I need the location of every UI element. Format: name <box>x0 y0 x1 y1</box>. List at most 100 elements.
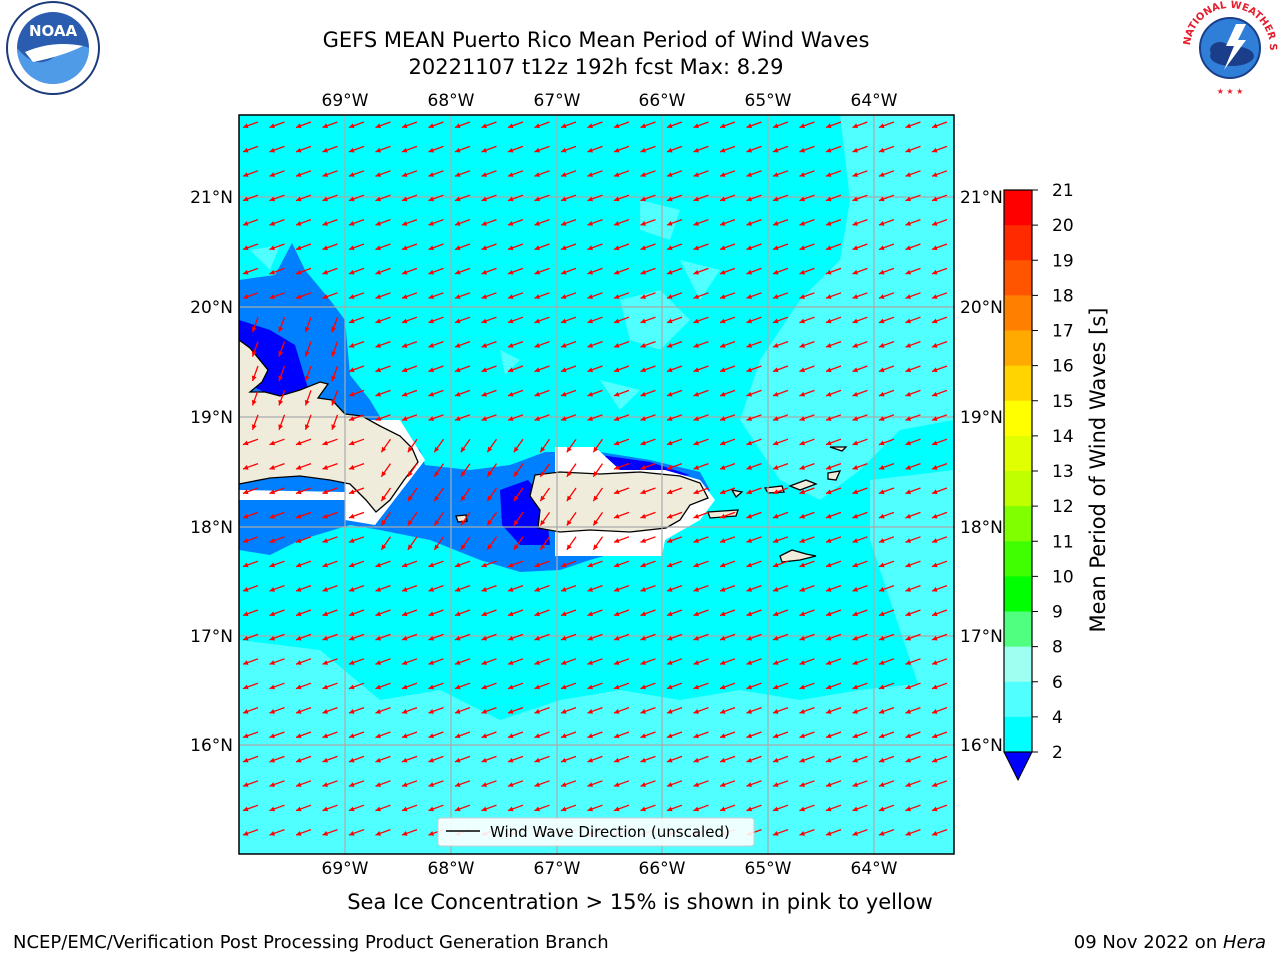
wave-vector-head <box>746 465 753 470</box>
wave-vector-head <box>746 196 753 202</box>
wave-vector-head <box>507 684 514 690</box>
wave-vector-head <box>278 399 284 406</box>
colorbar-tick-label: 8 <box>1052 638 1063 658</box>
wave-vector-head <box>640 757 647 763</box>
lat-label-left: 19°N <box>190 408 233 428</box>
wave-vector-head <box>454 635 461 641</box>
wave-vector-head <box>322 562 329 568</box>
lon-label-top: 67°W <box>534 91 581 111</box>
lat-label-left: 18°N <box>190 518 233 538</box>
wave-vector-head <box>269 709 276 714</box>
wave-vector-head <box>825 733 832 739</box>
wave-vector-head <box>719 294 726 299</box>
wave-vector-head <box>772 440 779 446</box>
wave-vector-head <box>322 147 329 153</box>
wave-vector-head <box>640 221 647 226</box>
wave-vector-head <box>295 806 302 812</box>
wave-vector-head <box>534 123 541 129</box>
wave-vector-head <box>560 391 567 397</box>
wave-vector-head <box>852 562 859 568</box>
wave-vector-head <box>931 562 938 568</box>
lat-label-right: 20°N <box>960 298 1003 318</box>
wave-vector-head <box>719 440 726 446</box>
colorbar-tick-label: 19 <box>1052 251 1074 271</box>
wave-vector-head <box>381 544 387 550</box>
wave-vector-head <box>719 538 726 543</box>
wave-vector-head <box>407 471 413 477</box>
wave-vector-head <box>905 562 912 568</box>
wave-vector-head <box>428 635 435 641</box>
wave-vector-head <box>242 635 249 641</box>
wave-vector-head <box>454 806 461 812</box>
wave-vector <box>918 853 921 854</box>
wave-vector-head <box>269 269 276 275</box>
wave-vector-head <box>852 684 859 690</box>
wave-vector-head <box>348 147 355 153</box>
wave-vector-head <box>587 709 594 714</box>
wave-vector-head <box>878 416 885 421</box>
wave-vector-head <box>593 471 599 477</box>
wave-vector-head <box>931 709 938 714</box>
wave-vector-head <box>693 806 700 812</box>
wave-vector-head <box>799 343 806 348</box>
wave-vector-head <box>507 269 514 275</box>
colorbar-segment <box>1004 330 1032 367</box>
wave-vector-head <box>746 635 753 641</box>
wave-vector-head <box>746 221 753 226</box>
wave-vector-head <box>454 294 461 299</box>
wave-vector-head <box>719 611 726 617</box>
wave-vector-head <box>295 245 302 251</box>
wave-vector-head <box>322 440 329 446</box>
wave-vector-head <box>825 806 832 812</box>
wave-vector-head <box>269 562 276 568</box>
wave-vector-head <box>825 221 832 226</box>
wave-vector-head <box>640 684 647 690</box>
wave-vector-head <box>613 513 620 519</box>
wave-vector-head <box>428 147 435 153</box>
wave-vector-head <box>434 495 440 502</box>
wave-vector-head <box>666 684 673 690</box>
wave-vector-head <box>487 446 493 453</box>
colorbar-segment <box>1004 576 1032 612</box>
wave-vector-head <box>640 440 647 446</box>
wave-vector-head <box>348 172 355 177</box>
wave-vector-head <box>587 245 594 251</box>
wave-vector-head <box>693 318 700 324</box>
wave-vector-head <box>931 221 938 226</box>
wave-vector-head <box>560 294 567 299</box>
wave-vector-head <box>269 635 276 641</box>
wave-vector-head <box>507 294 514 299</box>
wave-vector-head <box>428 562 435 568</box>
wave-vector-head <box>428 172 435 177</box>
wave-vector-head <box>772 465 779 470</box>
lat-labels-left: 21°N 20°N 19°N 18°N 17°N 16°N <box>190 188 233 756</box>
wave-vector-head <box>269 172 276 177</box>
wave-vector-head <box>454 147 461 153</box>
wave-vector-head <box>693 196 700 202</box>
wave-vector-head <box>375 562 382 568</box>
wave-vector-head <box>905 806 912 812</box>
wave-vector-head <box>719 465 726 470</box>
wave-vector-head <box>878 391 885 397</box>
wave-vector-head <box>799 684 806 690</box>
wave-vector-head <box>693 489 700 495</box>
wave-vector-head <box>905 172 912 177</box>
wave-vector-head <box>746 660 753 665</box>
map-frame <box>238 114 955 855</box>
wave-vector-head <box>481 587 488 592</box>
wave-vector-head <box>931 465 938 470</box>
wave-vector-head <box>613 245 620 251</box>
wave-vector-head <box>269 513 276 519</box>
wave-vector-head <box>348 196 355 202</box>
wave-vector-head <box>825 440 832 446</box>
wave-vector-head <box>878 245 885 251</box>
wave-vector-head <box>454 709 461 714</box>
wave-vector-head <box>295 587 302 592</box>
wave-vector-head <box>693 513 700 519</box>
wave-vector-head <box>666 123 673 129</box>
wave-vector-head <box>746 391 753 397</box>
wave-vector-head <box>375 587 382 592</box>
wave-vector-head <box>666 757 673 763</box>
wave-vector-head <box>481 343 488 348</box>
